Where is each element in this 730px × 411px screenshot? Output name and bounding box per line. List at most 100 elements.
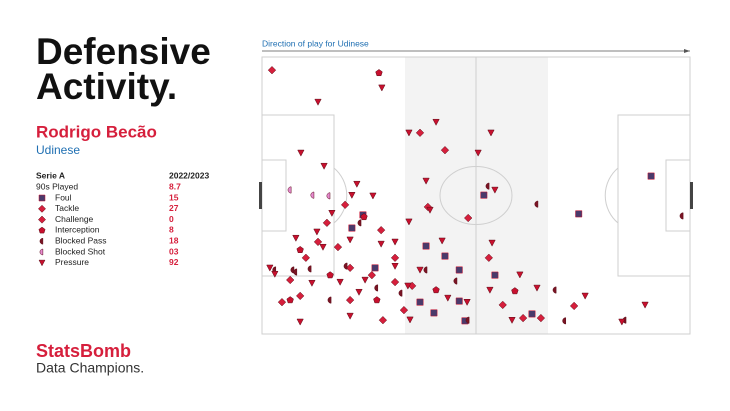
goal	[690, 182, 693, 209]
event-marker	[391, 238, 399, 246]
event-marker	[361, 276, 369, 284]
event-marker	[432, 118, 440, 126]
event-marker	[320, 162, 328, 170]
event-marker	[271, 270, 279, 278]
event-marker	[440, 145, 450, 155]
event-marker	[360, 213, 368, 221]
event-marker	[511, 287, 519, 295]
event-marker	[533, 284, 541, 292]
event-marker	[266, 264, 274, 272]
event-marker	[326, 192, 331, 200]
event-marker	[296, 318, 304, 326]
event-marker	[441, 252, 449, 260]
event-marker	[375, 69, 383, 77]
legend-marker	[38, 204, 46, 213]
title-line: Activity.	[36, 66, 177, 107]
player-name: Rodrigo Becão	[36, 122, 157, 141]
six-yard-box	[665, 159, 691, 232]
event-marker	[474, 149, 482, 157]
legend-label: Tackle	[55, 203, 79, 213]
event-marker	[348, 224, 356, 232]
event-marker	[346, 236, 354, 244]
title-line: Defensive	[36, 31, 211, 72]
six-yard-box	[261, 159, 287, 232]
event-marker	[345, 295, 355, 305]
event-marker	[422, 177, 430, 185]
penalty-arc	[333, 167, 348, 224]
event-marker	[432, 286, 440, 294]
event-marker	[485, 182, 490, 190]
event-marker	[552, 286, 557, 294]
event-marker	[367, 270, 377, 280]
event-marker	[518, 313, 528, 323]
event-marker	[491, 271, 499, 279]
event-marker	[455, 297, 463, 305]
legend-label: Blocked Pass	[55, 235, 107, 245]
event-marker	[328, 210, 336, 217]
event-marker	[484, 253, 493, 262]
stat-value: 03	[169, 246, 179, 256]
event-marker	[647, 172, 655, 180]
stat-value: 8.7	[169, 181, 181, 191]
event-marker	[463, 299, 471, 306]
event-marker	[277, 297, 287, 307]
event-marker	[463, 213, 473, 223]
event-marker	[310, 191, 315, 199]
event-marker	[498, 300, 507, 310]
event-marker	[371, 264, 379, 272]
penalty-arc	[604, 167, 619, 224]
event-marker	[534, 200, 539, 208]
event-marker	[313, 228, 321, 236]
event-marker	[618, 318, 626, 326]
event-marker	[267, 66, 277, 75]
event-marker	[465, 316, 470, 324]
event-marker	[322, 218, 332, 228]
legend-marker	[38, 194, 46, 202]
event-marker	[562, 317, 567, 325]
event-marker	[488, 239, 496, 247]
centre-circle	[439, 166, 513, 225]
event-marker	[404, 282, 412, 290]
event-marker	[426, 206, 434, 214]
event-marker	[416, 298, 424, 306]
event-marker	[297, 149, 305, 157]
event-marker	[319, 243, 327, 251]
stat-label: 90s Played	[36, 181, 78, 191]
event-marker	[486, 286, 494, 294]
event-marker	[308, 279, 316, 287]
pitch	[259, 56, 693, 335]
event-marker	[406, 316, 414, 324]
stat-value: 27	[169, 203, 179, 213]
event-marker	[581, 292, 589, 300]
event-marker	[455, 266, 463, 274]
marks	[266, 66, 684, 326]
legend-marker	[38, 226, 46, 234]
legend-marker	[39, 237, 44, 245]
event-marker	[444, 294, 452, 302]
penalty-box	[617, 114, 691, 277]
event-marker	[353, 180, 361, 188]
legend-label: Challenge	[55, 214, 94, 224]
event-marker	[348, 192, 356, 199]
legend-marker	[39, 248, 44, 256]
event-marker	[528, 310, 536, 318]
brand: StatsBomb	[36, 341, 131, 361]
stat-value: 8	[169, 225, 174, 235]
arrow-head	[684, 49, 690, 53]
tagline: Data Champions.	[36, 360, 144, 376]
event-marker	[336, 278, 344, 286]
goal	[259, 182, 262, 209]
event-marker	[390, 253, 400, 262]
stat-value: 15	[169, 192, 179, 202]
event-marker	[438, 237, 446, 245]
table-header: Serie A	[36, 170, 65, 180]
event-marker	[453, 277, 458, 285]
legend-label: Foul	[55, 192, 72, 202]
event-marker	[343, 262, 348, 270]
event-marker	[286, 275, 295, 285]
event-marker	[333, 242, 343, 252]
event-marker	[430, 309, 438, 317]
event-marker	[377, 240, 385, 248]
table-header: 2022/2023	[169, 170, 209, 180]
